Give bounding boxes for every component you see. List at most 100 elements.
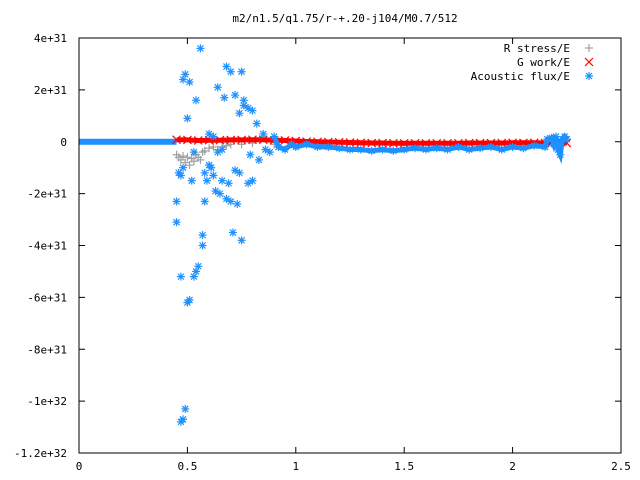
g-work-point [464, 138, 474, 148]
acoustic-flux-point [556, 150, 565, 159]
acoustic-flux-point [198, 241, 207, 250]
g-work-point [378, 138, 387, 148]
chart-title: m2/n1.5/q1.75/r-+.20-j104/M0.7/512 [232, 12, 457, 25]
series-acoustic-flux [172, 44, 571, 426]
acoustic-flux-point [202, 176, 211, 185]
g-work-point [497, 138, 507, 148]
acoustic-flux-point [248, 176, 257, 185]
g-work-point [399, 138, 409, 148]
acoustic-flux-point [172, 218, 181, 227]
acoustic-flux-point [185, 295, 194, 304]
x-tick-label: 1 [292, 460, 299, 473]
acoustic-flux-point [198, 231, 207, 240]
y-tick-label: -1e+32 [27, 395, 67, 408]
acoustic-flux-point [432, 144, 441, 153]
series-g-work [172, 135, 572, 148]
acoustic-flux-point [378, 145, 387, 154]
acoustic-flux-point [265, 148, 274, 157]
acoustic-flux-point [274, 142, 283, 151]
acoustic-flux-point [226, 67, 235, 76]
acoustic-flux-point [291, 142, 300, 151]
acoustic-flux-point [213, 83, 222, 92]
acoustic-flux-point [181, 404, 190, 413]
y-tick-labels: 4e+31 2e+31 0 -2e+31 -4e+31 -6e+31 -8e+31 -1e+3… [14, 32, 67, 460]
acoustic-flux-point [237, 67, 246, 76]
r-stress-point [200, 146, 209, 155]
x-tick-label: 1.5 [394, 460, 414, 473]
acoustic-flux-point [346, 145, 354, 154]
acoustic-flux-point [200, 168, 209, 177]
acoustic-flux-point [179, 163, 188, 172]
legend-label: R stress/E [504, 42, 570, 55]
acoustic-flux-point [549, 140, 558, 149]
g-work-point [345, 138, 355, 147]
legend-marker [585, 72, 593, 80]
acoustic-flux-point [270, 132, 279, 141]
acoustic-flux-point [335, 144, 344, 153]
acoustic-flux-point [235, 109, 244, 118]
acoustic-flux-point [196, 44, 205, 53]
acoustic-flux-point [189, 148, 198, 157]
acoustic-flux-point [421, 145, 430, 154]
acoustic-flux-point [179, 415, 188, 424]
legend-item-r-stress: R stress/E [504, 42, 593, 55]
g-work-point [182, 135, 192, 145]
acoustic-flux-point [465, 145, 474, 154]
acoustic-flux-point [237, 236, 246, 245]
acoustic-flux-point [209, 132, 218, 141]
g-work-point [215, 135, 225, 145]
acoustic-flux-point [508, 142, 517, 151]
r-stress-point [185, 161, 194, 170]
acoustic-flux-point [187, 176, 196, 185]
plot-frame [78, 37, 622, 454]
g-work-point [388, 138, 398, 148]
acoustic-flux-point [252, 119, 261, 128]
acoustic-flux-point [367, 146, 376, 155]
g-work-point [443, 138, 452, 148]
g-work-point [421, 138, 431, 148]
acoustic-flux-point [235, 168, 244, 177]
acoustic-flux-point [541, 142, 550, 151]
acoustic-flux-point [226, 197, 235, 206]
acoustic-flux-point [356, 145, 365, 154]
r-stress-point [183, 153, 192, 162]
acoustic-flux-point [454, 142, 463, 151]
legend-marker [585, 44, 593, 52]
acoustic-flux-point [194, 262, 203, 271]
y-tick-label: 4e+31 [34, 32, 67, 45]
acoustic-flux-point [200, 197, 209, 206]
acoustic-flux-point [313, 142, 322, 151]
r-stress-point [209, 142, 218, 151]
y-tick-label: -1.2e+32 [14, 447, 67, 460]
legend-label: Acoustic flux/E [471, 70, 570, 83]
legend-label: G work/E [517, 56, 570, 69]
plot-marks [79, 44, 572, 426]
acoustic-flux-point [185, 78, 194, 87]
acoustic-flux-point [218, 145, 227, 154]
x-tick-label: 0 [76, 460, 83, 473]
x-tick-labels: 0 0.5 1 1.5 2 2.5 [76, 460, 631, 473]
x-tick-label: 2 [509, 460, 516, 473]
g-work-point [367, 138, 377, 148]
acoustic-flux-point [400, 145, 409, 154]
acoustic-flux-point [246, 150, 255, 159]
acoustic-flux-point [259, 129, 268, 138]
acoustic-flux-point [172, 197, 181, 206]
r-stress-point [179, 152, 188, 161]
g-work-point [280, 136, 290, 145]
y-tick-label: 0 [60, 136, 67, 149]
acoustic-flux-point [239, 96, 248, 105]
r-stress-point [222, 141, 231, 150]
y-tick-label: -2e+31 [27, 188, 67, 201]
acoustic-flux-point [443, 145, 452, 154]
acoustic-flux-point [486, 142, 495, 151]
acoustic-flux-point [224, 179, 233, 188]
g-work-point [226, 135, 236, 145]
acoustic-flux-point [411, 144, 420, 153]
y-tick-label: -8e+31 [27, 343, 67, 356]
g-work-point [248, 135, 257, 145]
g-work-point [172, 135, 181, 145]
legend-marker [584, 57, 594, 67]
